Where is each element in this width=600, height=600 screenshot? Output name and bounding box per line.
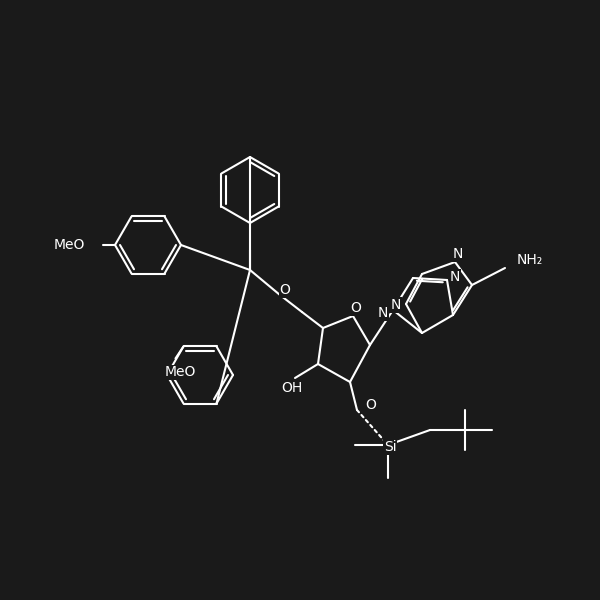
Text: N: N xyxy=(450,270,460,284)
Text: OH: OH xyxy=(281,381,302,395)
Text: Si: Si xyxy=(383,440,397,454)
Text: MeO: MeO xyxy=(165,365,196,379)
Text: O: O xyxy=(350,301,361,315)
Text: NH₂: NH₂ xyxy=(517,253,543,267)
Text: O: O xyxy=(280,283,290,297)
Text: N: N xyxy=(391,298,401,312)
Text: O: O xyxy=(365,398,376,412)
Text: MeO: MeO xyxy=(53,238,85,252)
Text: N: N xyxy=(453,247,463,261)
Text: N: N xyxy=(378,306,388,320)
